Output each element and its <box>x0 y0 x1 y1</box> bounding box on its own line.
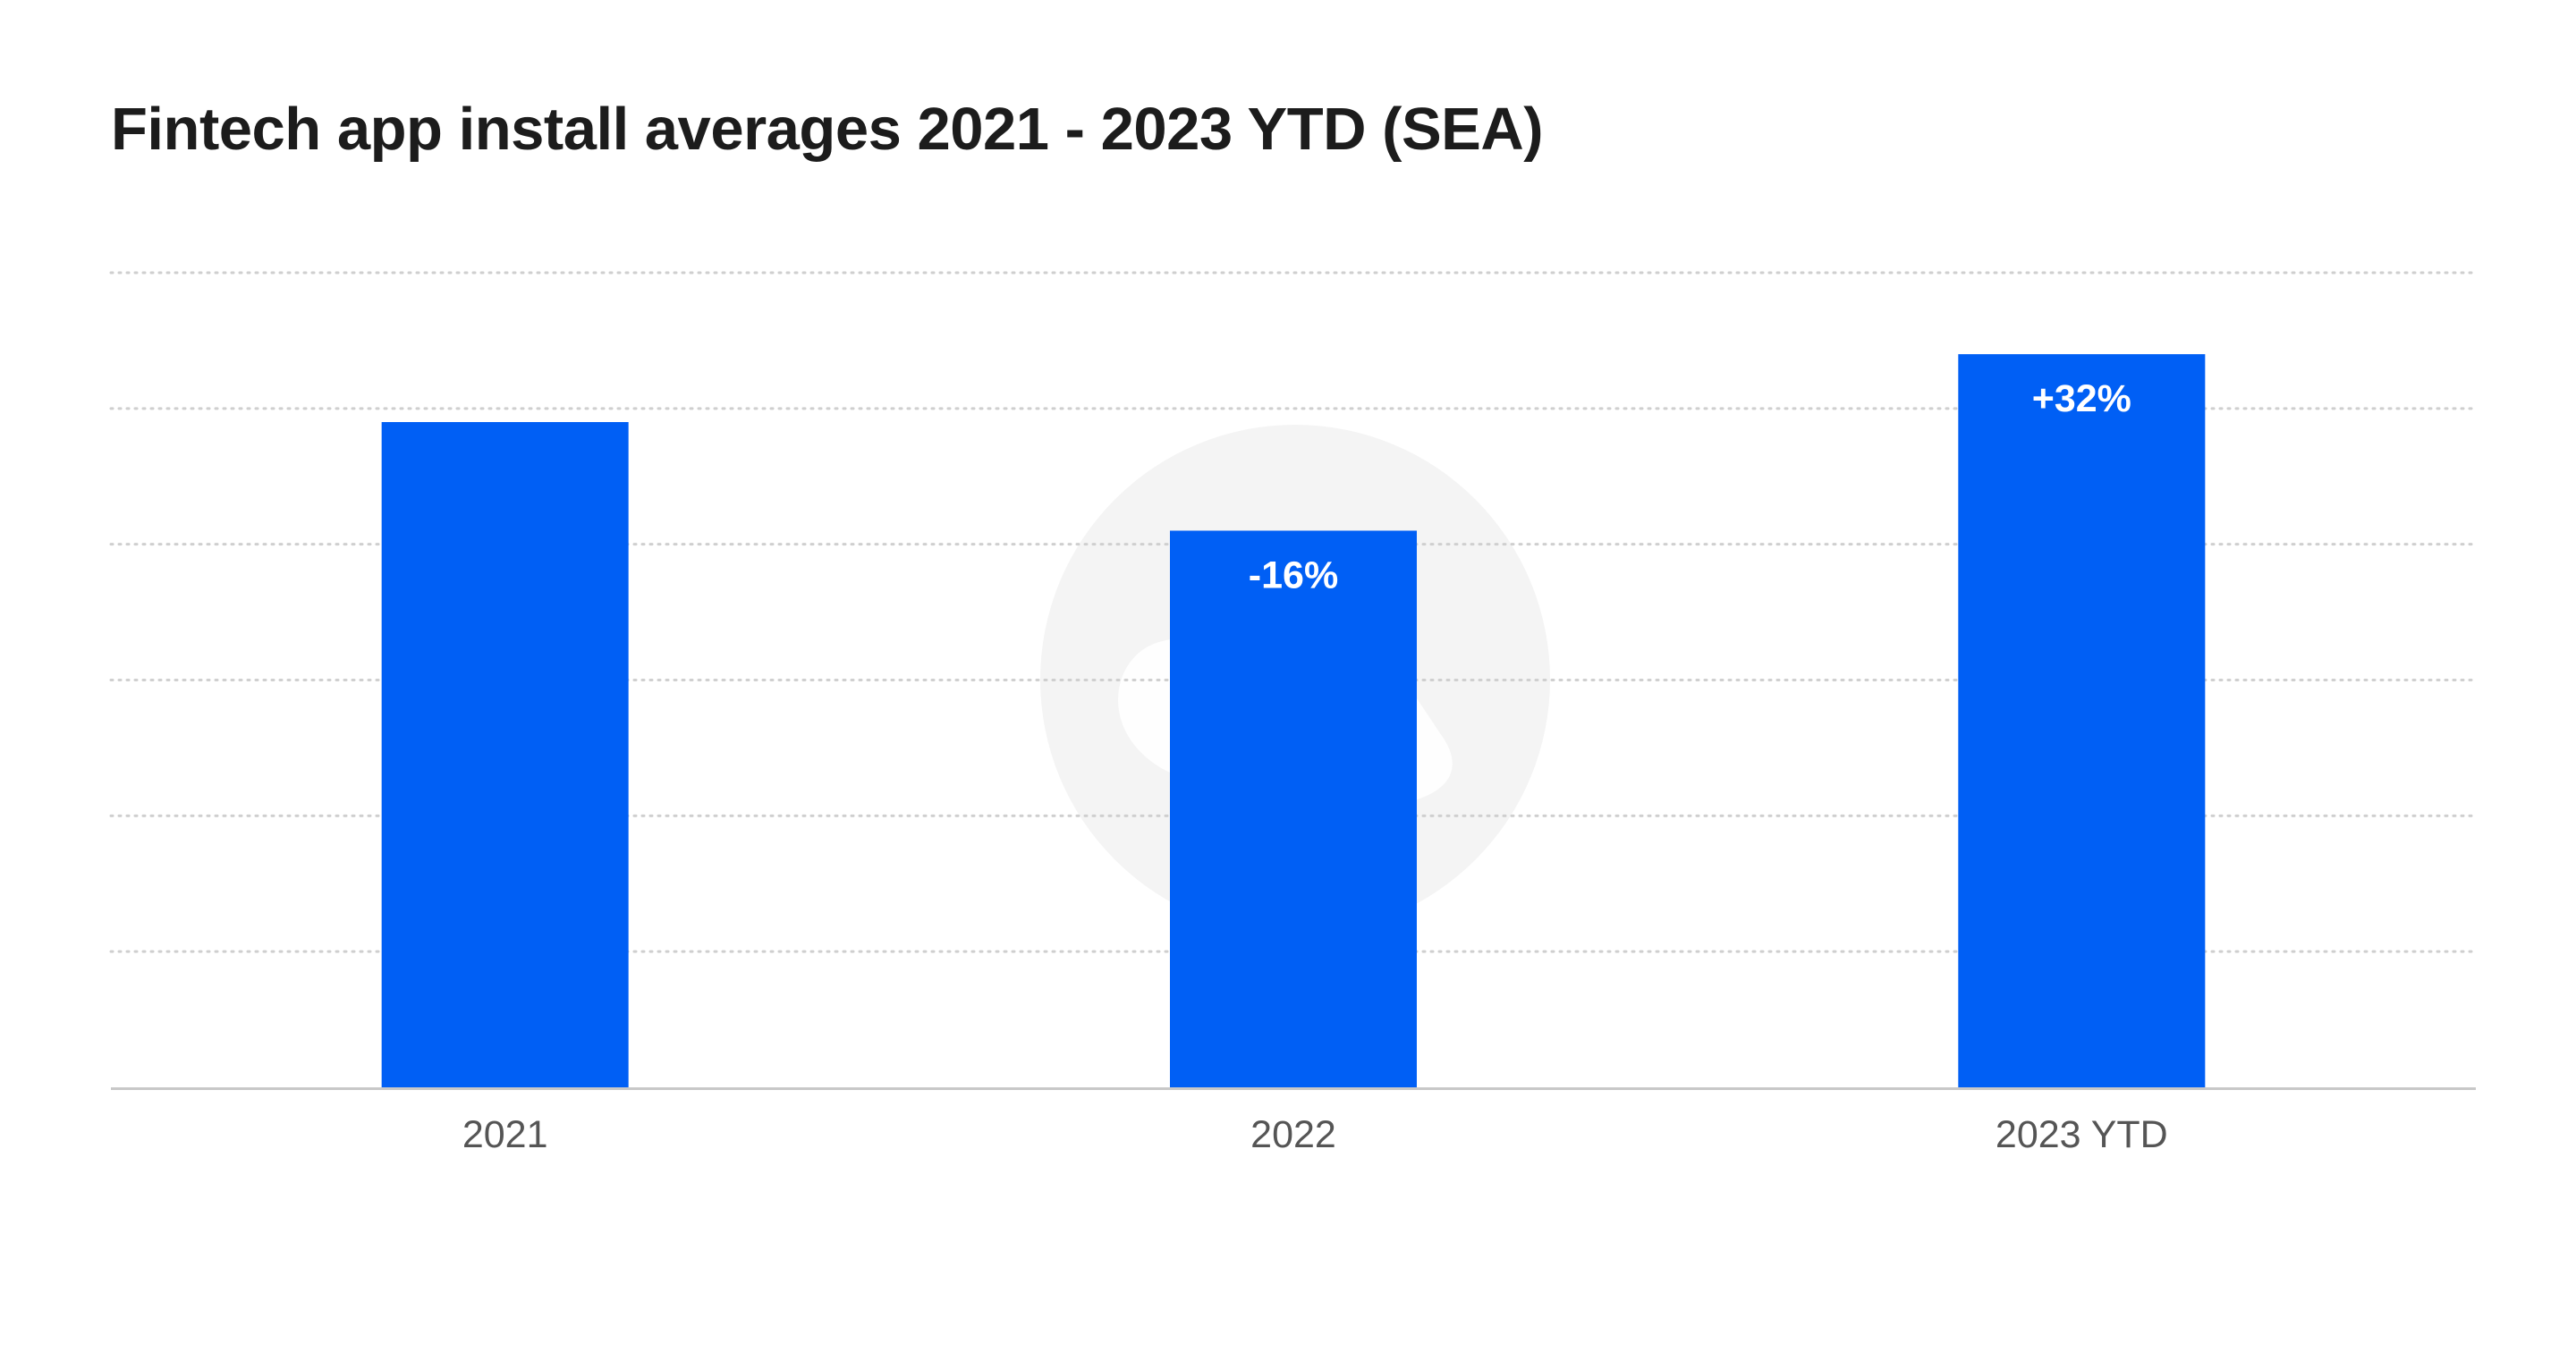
x-tick-label: 2022 <box>1250 1113 1336 1156</box>
data-labels: -16% +32% <box>1249 377 2131 596</box>
bar-2022 <box>1170 530 1417 1087</box>
bar-2021 <box>381 422 629 1087</box>
bar-data-label: -16% <box>1249 553 1338 596</box>
x-tick-labels: 2021 2022 2023 YTD <box>462 1113 2168 1156</box>
x-tick-label: 2023 YTD <box>1996 1113 2168 1156</box>
chart-title: Fintech app install averages 2021 - 2023… <box>111 96 1544 163</box>
x-tick-label: 2021 <box>462 1113 548 1156</box>
bar-2023-ytd <box>1958 354 2206 1088</box>
bar-data-label: +32% <box>2032 377 2131 420</box>
bars <box>381 354 2206 1088</box>
